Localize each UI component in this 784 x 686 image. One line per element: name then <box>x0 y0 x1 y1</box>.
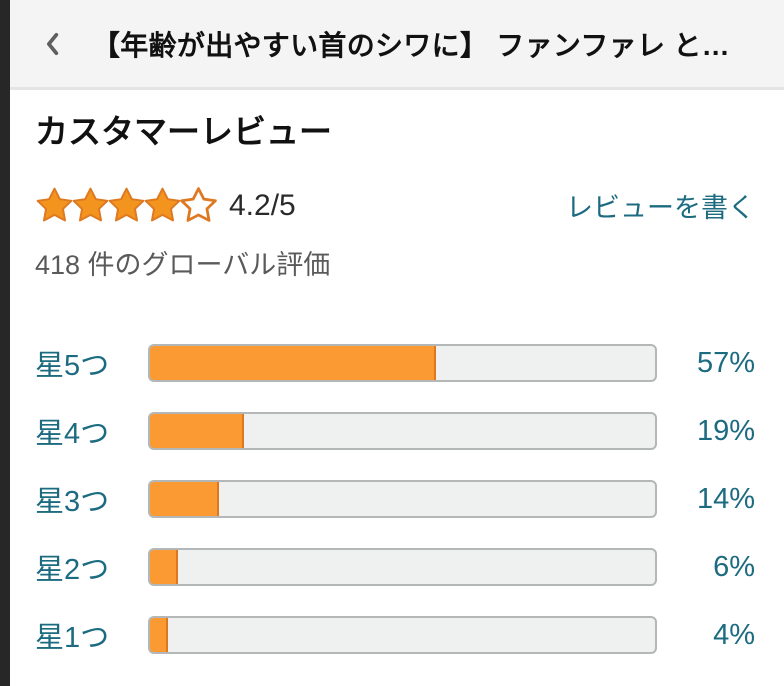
rating-value: 4.2/5 <box>229 188 296 222</box>
star-filled-icon <box>108 187 145 222</box>
rating-percent: 14% <box>696 482 755 515</box>
rating-summary: 4.2/5 <box>35 186 296 225</box>
star-filled-icon <box>144 187 181 222</box>
star-filled-icon <box>36 187 73 222</box>
rating-percent: 6% <box>713 550 755 583</box>
app-panel: 【年齢が出やすい首のシワに】 ファンファレ と… カスタマーレビュー 4.2/5… <box>10 0 784 686</box>
rating-percent: 19% <box>696 414 755 447</box>
star-filter-link[interactable]: 星5つ <box>35 350 110 382</box>
rating-bar-row-3star[interactable]: 星3つ 14% <box>35 480 755 518</box>
rating-bar-row-4star[interactable]: 星4つ 19% <box>35 412 755 450</box>
star-empty-icon <box>180 187 217 222</box>
rating-bar-row-1star[interactable]: 星1つ 4% <box>35 616 755 654</box>
rating-bar-track <box>148 480 657 518</box>
rating-bar-fill <box>150 618 169 652</box>
customer-reviews-section: カスタマーレビュー 4.2/5 レビューを書く 418 件のグローバル評価 星5… <box>10 90 784 654</box>
chevron-left-icon <box>46 32 59 55</box>
rating-bar-track <box>148 548 657 586</box>
global-ratings-count: 418 件のグローバル評価 <box>35 250 331 280</box>
rating-percent: 4% <box>713 618 755 651</box>
rating-bar-fill <box>150 346 436 380</box>
navigation-header: 【年齢が出やすい首のシワに】 ファンファレ と… <box>10 0 784 90</box>
star-filled-icon <box>72 187 109 222</box>
star-filter-link[interactable]: 星2つ <box>35 554 110 586</box>
star-filter-link[interactable]: 星3つ <box>35 486 110 518</box>
rating-bar-fill <box>150 482 219 516</box>
rating-bar-track <box>148 616 657 654</box>
page-title: カスタマーレビュー <box>35 113 332 150</box>
rating-bar-track <box>148 412 657 450</box>
rating-bar-track <box>148 344 657 382</box>
rating-percent: 57% <box>696 346 755 379</box>
rating-bar-row-2star[interactable]: 星2つ 6% <box>35 548 755 586</box>
write-review-link[interactable]: レビューを書く <box>566 193 755 223</box>
star-filter-link[interactable]: 星4つ <box>35 418 110 450</box>
rating-summary-row: 4.2/5 レビューを書く <box>35 186 755 225</box>
back-button[interactable] <box>36 23 70 65</box>
rating-histogram: 星5つ 57% 星4つ 19% 星3つ <box>35 344 755 654</box>
screen-edge-backdrop <box>0 0 10 686</box>
rating-bar-fill <box>150 414 244 448</box>
star-filter-link[interactable]: 星1つ <box>35 622 110 654</box>
rating-bar-row-5star[interactable]: 星5つ 57% <box>35 344 755 382</box>
rating-bar-fill <box>150 550 179 584</box>
product-title: 【年齢が出やすい首のシワに】 ファンファレ と… <box>92 29 730 61</box>
star-rating <box>35 186 217 225</box>
